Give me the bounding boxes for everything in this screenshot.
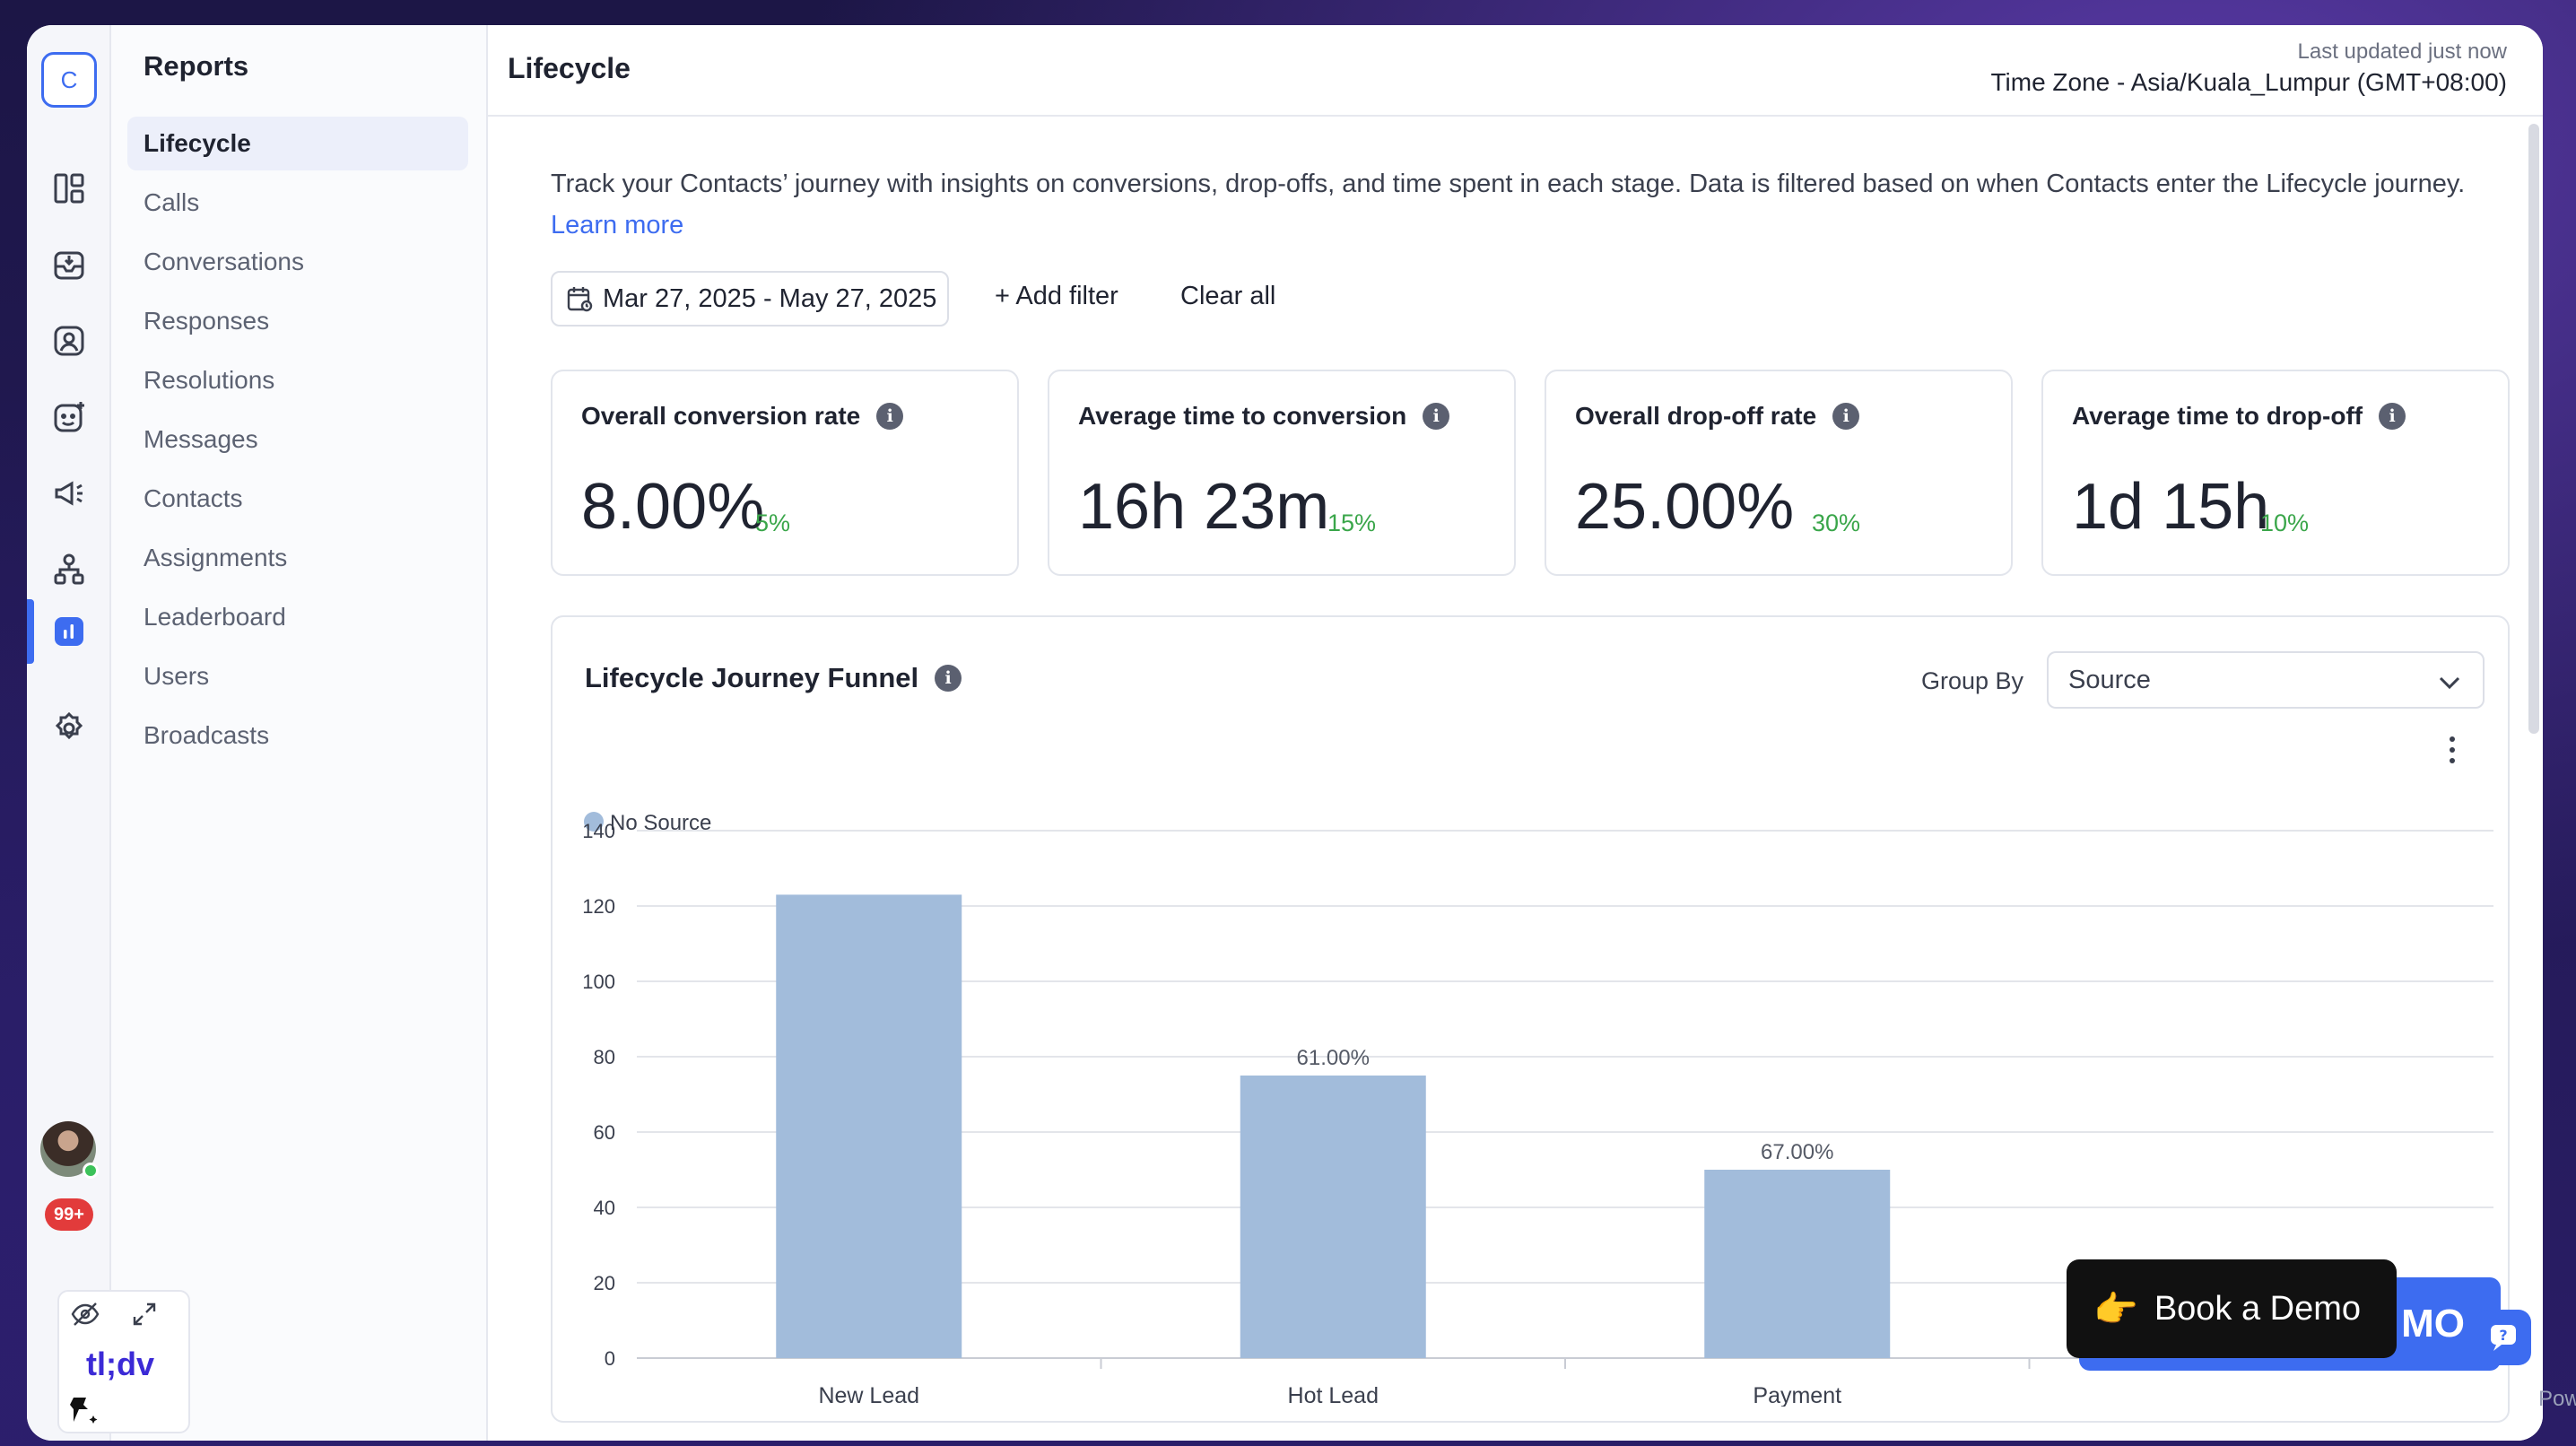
sidebar-item-users[interactable]: Users — [144, 662, 210, 690]
sidebar-item-resolutions[interactable]: Resolutions — [144, 366, 275, 394]
y-tick-label: 0 — [605, 1347, 615, 1370]
learn-more-link[interactable]: Learn more — [551, 211, 684, 240]
page-header: Lifecycle Last updated just now Time Zon… — [488, 25, 2543, 117]
y-tick-label: 120 — [582, 895, 615, 918]
notification-badge[interactable]: 99+ — [45, 1198, 93, 1231]
y-tick-label: 20 — [594, 1272, 615, 1294]
book-demo-button[interactable]: 👉 Book a Demo — [2067, 1259, 2397, 1358]
metric-label: Average time to conversion — [1078, 402, 1407, 430]
description-text: Track your Contacts’ journey with insigh… — [551, 170, 2466, 198]
metric-card-time-to-conversion: Average time to conversion i 16h 23m 15% — [1048, 370, 1516, 576]
bar-data-label: 61.00% — [1297, 1046, 1370, 1070]
sidebar-item-assignments[interactable]: Assignments — [144, 544, 288, 571]
x-category-label: Hot Lead — [1288, 1383, 1379, 1407]
last-updated-text: Last updated just now — [2297, 39, 2508, 64]
bar-payment — [1704, 1170, 1891, 1358]
online-status-dot — [83, 1163, 99, 1179]
page-title: Lifecycle — [508, 52, 631, 84]
legend-marker — [584, 812, 604, 832]
chat-support-button[interactable]: ? — [2476, 1310, 2531, 1365]
reports-icon[interactable] — [55, 617, 83, 646]
sidebar-item-contacts[interactable]: Contacts — [144, 484, 243, 512]
contacts-icon[interactable] — [49, 321, 89, 361]
group-by-label: Group By — [1921, 667, 2024, 694]
book-demo-label: Book a Demo — [2154, 1289, 2362, 1328]
info-icon[interactable]: i — [876, 403, 904, 430]
chart-title: Lifecycle Journey Funnel — [585, 662, 919, 693]
y-tick-label: 40 — [594, 1197, 615, 1219]
sidebar-item-lifecycle[interactable]: Lifecycle — [127, 117, 468, 170]
bar-hot-lead — [1240, 1076, 1426, 1358]
info-icon[interactable]: i — [1423, 403, 1450, 430]
clear-all-button[interactable]: Clear all — [1180, 282, 1276, 310]
timezone-text: Time Zone - Asia/Kuala_Lumpur (GMT+08:00… — [1990, 68, 2507, 96]
x-category-label: Payment — [1753, 1383, 1841, 1407]
sidebar-item-messages[interactable]: Messages — [144, 425, 258, 453]
tldv-logo: tl;dv — [86, 1346, 154, 1382]
chart-menu-kebab-icon[interactable] — [2447, 732, 2458, 768]
sidebar-item-conversations[interactable]: Conversations — [144, 248, 304, 275]
reports-sidebar: Reports Lifecycle Calls Conversations Re… — [111, 25, 488, 1441]
info-icon[interactable]: i — [2379, 403, 2406, 430]
add-filter-button[interactable]: + Add filter — [995, 282, 1118, 310]
app-window: C 99+ Reports Lifecycle — [27, 25, 2543, 1441]
metric-label: Average time to drop-off — [2072, 402, 2363, 430]
sidebar-title: Reports — [144, 50, 249, 82]
expand-icon[interactable] — [131, 1301, 158, 1328]
bar-data-label: 67.00% — [1761, 1140, 1833, 1164]
sidebar-item-leaderboard[interactable]: Leaderboard — [144, 603, 286, 631]
icon-rail: C 99+ — [27, 25, 111, 1441]
group-by-select[interactable]: Source — [2047, 651, 2485, 709]
pin-sparkle-icon[interactable] — [66, 1392, 102, 1428]
metric-card-time-to-drop-off: Average time to drop-off i 1d 15h 10% — [2041, 370, 2510, 576]
metric-label: Overall drop-off rate — [1575, 402, 1817, 430]
metric-value: 25.00% — [1575, 471, 1795, 543]
metric-card-drop-off-rate: Overall drop-off rate i 25.00% 30% — [1545, 370, 2013, 576]
inbox-icon[interactable] — [49, 245, 89, 284]
eye-off-icon[interactable] — [70, 1301, 100, 1328]
workspace-logo[interactable]: C — [41, 52, 97, 108]
date-range-text: Mar 27, 2025 - May 27, 2025 — [603, 283, 937, 313]
info-icon[interactable]: i — [935, 665, 962, 692]
chat-help-icon: ? — [2491, 1325, 2516, 1351]
calendar-icon — [567, 287, 593, 312]
pointing-hand-icon: 👉 — [2093, 1289, 2138, 1329]
metric-value: 8.00% — [581, 471, 765, 543]
metric-label: Overall conversion rate — [581, 402, 861, 430]
date-range-picker[interactable]: Mar 27, 2025 - May 27, 2025 — [551, 271, 949, 327]
page-description: Track your Contacts’ journey with insigh… — [551, 163, 2524, 246]
svg-text:?: ? — [2499, 1327, 2507, 1344]
metric-delta: 5% — [755, 510, 791, 536]
sidebar-item-responses[interactable]: Responses — [144, 307, 270, 335]
group-by-value: Source — [2068, 665, 2151, 694]
chevron-down-icon — [2439, 676, 2460, 690]
metric-value: 1d 15h — [2072, 471, 2270, 543]
tldv-widget: tl;dv — [57, 1290, 190, 1433]
rail-active-indicator — [27, 599, 34, 664]
ai-agent-icon[interactable] — [49, 397, 89, 437]
sidebar-item-broadcasts[interactable]: Broadcasts — [144, 721, 270, 749]
metric-delta: 30% — [1812, 510, 1861, 536]
metric-value: 16h 23m — [1078, 471, 1330, 543]
bar-new-lead — [776, 894, 962, 1358]
x-category-label: New Lead — [818, 1383, 919, 1407]
dashboard-icon[interactable] — [49, 169, 89, 208]
y-tick-label: 100 — [582, 971, 615, 993]
vertical-scrollbar[interactable] — [2528, 124, 2539, 734]
main-content: Lifecycle Last updated just now Time Zon… — [488, 25, 2543, 1441]
sidebar-item-calls[interactable]: Calls — [144, 188, 200, 216]
metric-delta: 10% — [2260, 510, 2310, 536]
metric-delta: 15% — [1327, 510, 1377, 536]
info-icon[interactable]: i — [1832, 403, 1860, 430]
broadcast-megaphone-icon[interactable] — [49, 474, 89, 513]
y-tick-label: 140 — [582, 820, 615, 842]
y-tick-label: 80 — [594, 1046, 615, 1068]
powered-by-text: Pow — [2538, 1387, 2576, 1411]
metric-card-conversion-rate: Overall conversion rate i 8.00% 5% — [551, 370, 1019, 576]
settings-gear-icon[interactable] — [49, 709, 89, 748]
y-tick-label: 60 — [594, 1121, 615, 1144]
workflows-icon[interactable] — [49, 550, 89, 589]
